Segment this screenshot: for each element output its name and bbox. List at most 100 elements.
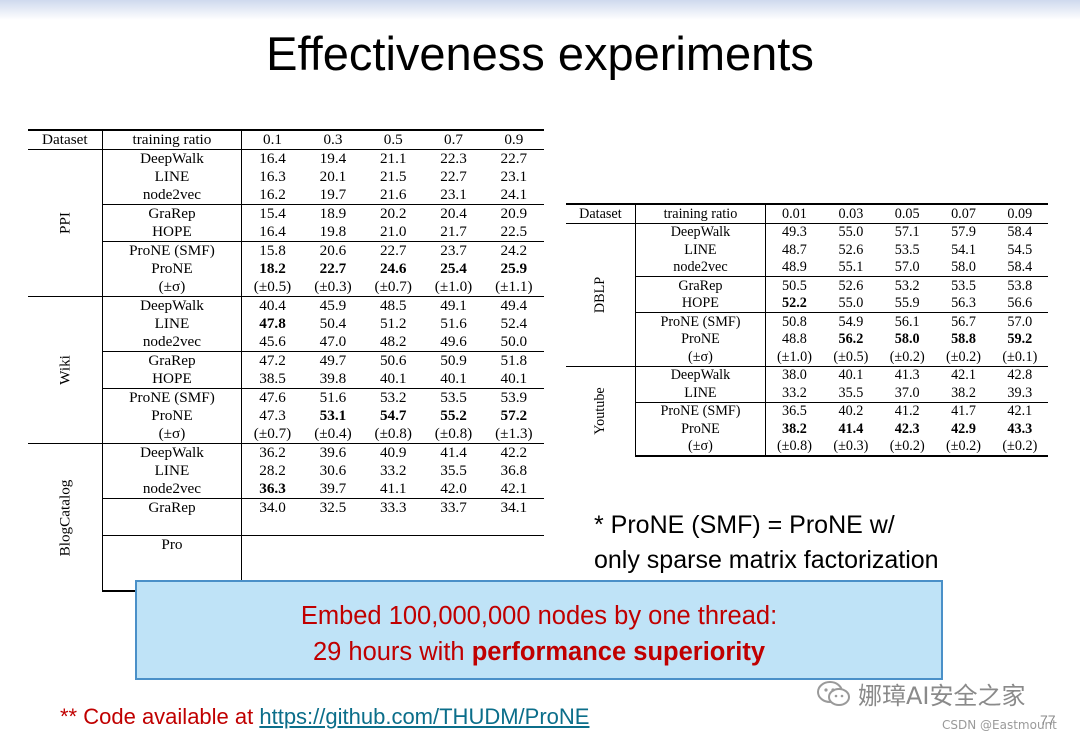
dataset-cell: DBLP xyxy=(566,223,636,366)
dataset-cell: Youtube xyxy=(566,365,636,456)
value-cell: 19.8 xyxy=(319,223,347,241)
dataset-label: Youtube xyxy=(592,387,609,435)
value-cell: 32.5 xyxy=(302,498,364,517)
value-cell: 56.6 xyxy=(1007,295,1033,312)
value-cell: 50.8 xyxy=(765,312,823,331)
value-cell: 43.3 xyxy=(992,420,1048,438)
value-cell: 51.2 xyxy=(379,315,407,333)
value-cell: 42.9 xyxy=(935,420,991,438)
value-cell: 35.5 xyxy=(838,384,864,401)
best-value: 25.9 xyxy=(500,260,528,278)
method-cell: HOPE xyxy=(102,223,243,242)
value-cell: 52.4 xyxy=(500,315,528,333)
best-value: 42.9 xyxy=(951,420,976,437)
value-cell: 41.3 xyxy=(879,365,936,384)
value-cell xyxy=(363,554,423,572)
slide-title: Effectiveness experiments xyxy=(266,27,814,80)
value-cell: 48.9 xyxy=(782,259,807,276)
value-cell: 48.5 xyxy=(363,296,424,315)
value-cell: 36.2 xyxy=(241,443,303,462)
results-table-left: Dataset training ratio 0.1 0.3 0.5 0.7 0.9 PPI D… xyxy=(28,129,544,592)
value-cell: 58.0 xyxy=(951,259,976,276)
method-cell xyxy=(102,554,243,572)
value-cell: 20.2 xyxy=(363,204,424,223)
value-cell: 42.1 xyxy=(935,365,992,384)
callout-line-2: 29 hours with performance superiority xyxy=(137,634,941,670)
table-row: node2vec 48.9 55.1 57.0 58.0 58.4 xyxy=(566,258,1048,277)
value-cell: 28.2 xyxy=(259,462,286,480)
best-value: 57.2 xyxy=(500,407,528,425)
value-cell: 42.2 xyxy=(483,443,544,462)
dataset-label: DBLP xyxy=(592,276,609,313)
method-cell: ProNE xyxy=(635,330,767,348)
value-cell: 42.0 xyxy=(440,480,467,498)
value-cell: 52.6 xyxy=(822,276,880,295)
value-cell: 35.5 xyxy=(440,462,467,480)
value-cell: (±0.2) xyxy=(946,348,981,365)
value-cell: 20.9 xyxy=(483,204,544,223)
table-row: GraRep 50.5 52.6 53.2 53.5 53.8 xyxy=(566,276,1048,295)
value-cell: 47.0 xyxy=(319,333,347,351)
header-cell: 0.1 xyxy=(241,129,303,150)
table-row: (±σ) (±0.7) (±0.4) (±0.8) (±0.8) (±1.3) xyxy=(28,425,544,444)
header-cell: 0.3 xyxy=(302,129,364,150)
table-row: GraRep 15.4 18.9 20.2 20.4 20.9 xyxy=(28,204,544,223)
value-cell: 55.9 xyxy=(894,295,920,312)
value-cell: 42.3 xyxy=(879,420,935,438)
value-cell: 53.5 xyxy=(894,241,920,258)
table-row: LINE 47.8 50.4 51.2 51.6 52.4 xyxy=(28,315,544,333)
value-cell: 19.7 xyxy=(319,186,347,204)
github-link[interactable]: https://github.com/THUDM/ProNE xyxy=(259,704,590,729)
value-cell: 53.2 xyxy=(363,388,424,407)
value-cell: 36.8 xyxy=(500,462,528,480)
value-cell: 54.5 xyxy=(1007,241,1033,258)
best-value: 38.2 xyxy=(782,420,807,437)
table-row: LINE 16.3 20.1 21.5 22.7 23.1 xyxy=(28,168,544,186)
value-cell: 58.4 xyxy=(1007,224,1033,241)
method-cell: (±σ) xyxy=(102,278,243,297)
method-cell: ProNE (SMF) xyxy=(102,241,243,260)
wechat-icon xyxy=(816,680,852,708)
table-row: GraRep 47.2 49.7 50.6 50.9 51.8 xyxy=(28,351,544,370)
value-cell: 47.2 xyxy=(241,351,303,370)
dataset-cell: BlogCatalog xyxy=(28,443,103,591)
value-cell: 45.6 xyxy=(259,333,286,351)
method-cell: GraRep xyxy=(635,276,767,295)
value-cell: 18.2 xyxy=(242,260,303,278)
best-value: 54.7 xyxy=(379,407,407,425)
value-cell xyxy=(363,517,423,536)
value-cell: 53.8 xyxy=(991,276,1048,295)
method-cell: ProNE (SMF) xyxy=(102,388,243,407)
method-cell: (±σ) xyxy=(102,425,243,444)
value-cell: 40.1 xyxy=(822,365,880,384)
value-cell: (±0.8) xyxy=(434,425,473,443)
value-cell: (±1.0) xyxy=(434,278,473,296)
value-cell: (±0.3) xyxy=(822,437,880,457)
method-cell: ProNE (SMF) xyxy=(635,312,767,331)
value-cell: 19.4 xyxy=(319,150,347,168)
table-row: DBLP DeepWalk 49.3 55.0 57.1 57.9 58.4 xyxy=(566,223,1048,366)
value-cell: 42.8 xyxy=(991,365,1048,384)
value-cell: (±0.7) xyxy=(253,425,292,443)
value-cell: 38.5 xyxy=(259,370,286,388)
best-value: 53.1 xyxy=(319,407,347,425)
value-cell: 20.1 xyxy=(319,168,347,186)
value-cell: (±0.5) xyxy=(833,348,869,365)
table-row: ProNE 47.3 53.1 54.7 55.2 57.2 xyxy=(28,407,544,425)
best-value: 52.2 xyxy=(782,295,807,312)
table-row: HOPE 52.2 55.0 55.9 56.3 56.6 xyxy=(566,294,1048,313)
code-availability: ** Code available at https://github.com/… xyxy=(60,704,589,730)
value-cell: 22.7 xyxy=(303,260,363,278)
method-cell: DeepWalk xyxy=(102,443,243,462)
method-cell: node2vec xyxy=(102,480,243,499)
value-cell: 16.4 xyxy=(259,223,286,241)
value-cell: 47.8 xyxy=(242,315,303,333)
csdn-credit: CSDN @Eastmount xyxy=(942,718,1057,732)
value-cell: (±0.2) xyxy=(889,348,925,365)
value-cell: 33.7 xyxy=(423,498,484,517)
value-cell: 16.2 xyxy=(259,186,286,204)
header-cell: Dataset xyxy=(28,129,103,150)
best-value: 43.3 xyxy=(1007,420,1033,437)
table-row: ProNE 48.8 56.2 58.0 58.8 59.2 xyxy=(566,330,1048,348)
scalability-callout: Embed 100,000,000 nodes by one thread: 2… xyxy=(135,580,943,680)
